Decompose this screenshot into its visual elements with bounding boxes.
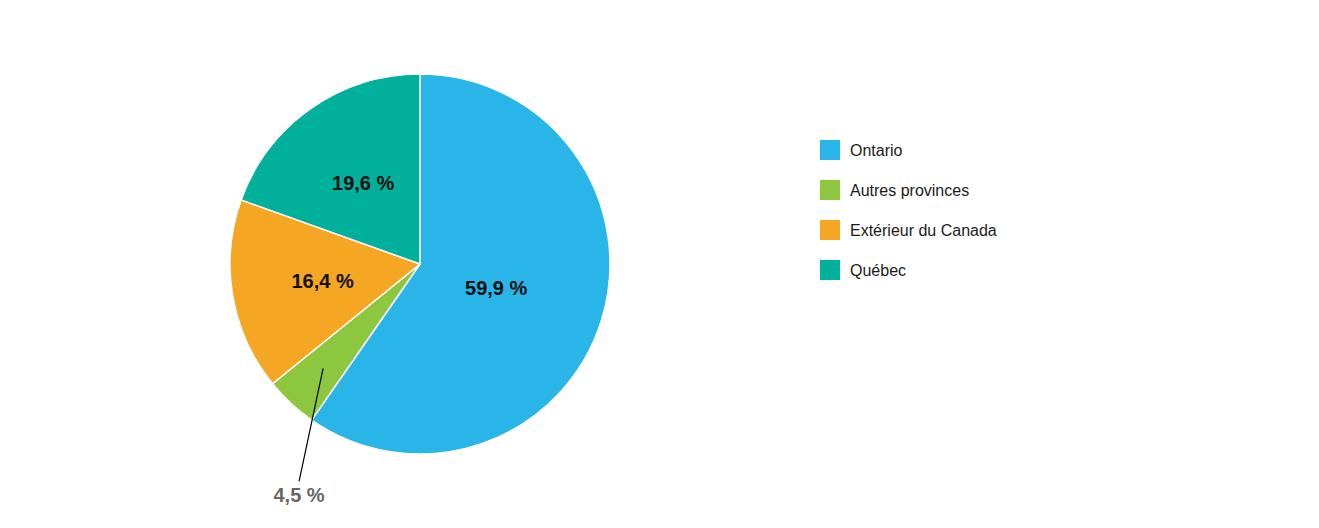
legend-swatch <box>820 220 840 240</box>
legend-label: Extérieur du Canada <box>850 222 997 239</box>
legend-label: Québec <box>850 262 906 279</box>
legend-label: Autres provinces <box>850 182 969 199</box>
data-label: 19,6 % <box>332 172 394 194</box>
legend: Ontario Autres provinces Extérieur du Cana… <box>820 140 997 280</box>
legend-label: Ontario <box>850 142 903 159</box>
legend-item: Extérieur du Canada <box>820 220 997 240</box>
legend-item: Ontario <box>820 140 903 160</box>
legend-item: Autres provinces <box>820 180 969 200</box>
chart: 59,9 % 4,5 % 16,4 % 19,6 % Ontario Autres pro… <box>0 0 1319 528</box>
leader-line <box>299 368 323 481</box>
slice <box>241 74 420 264</box>
data-label: 4,5 % <box>273 484 324 506</box>
pie <box>230 74 610 454</box>
data-label: 16,4 % <box>291 270 353 292</box>
legend-item: Québec <box>820 260 906 280</box>
data-labels: 59,9 % 4,5 % 16,4 % 19,6 % <box>273 172 527 506</box>
legend-swatch <box>820 180 840 200</box>
legend-swatch <box>820 140 840 160</box>
legend-swatch <box>820 260 840 280</box>
data-label: 59,9 % <box>465 277 527 299</box>
